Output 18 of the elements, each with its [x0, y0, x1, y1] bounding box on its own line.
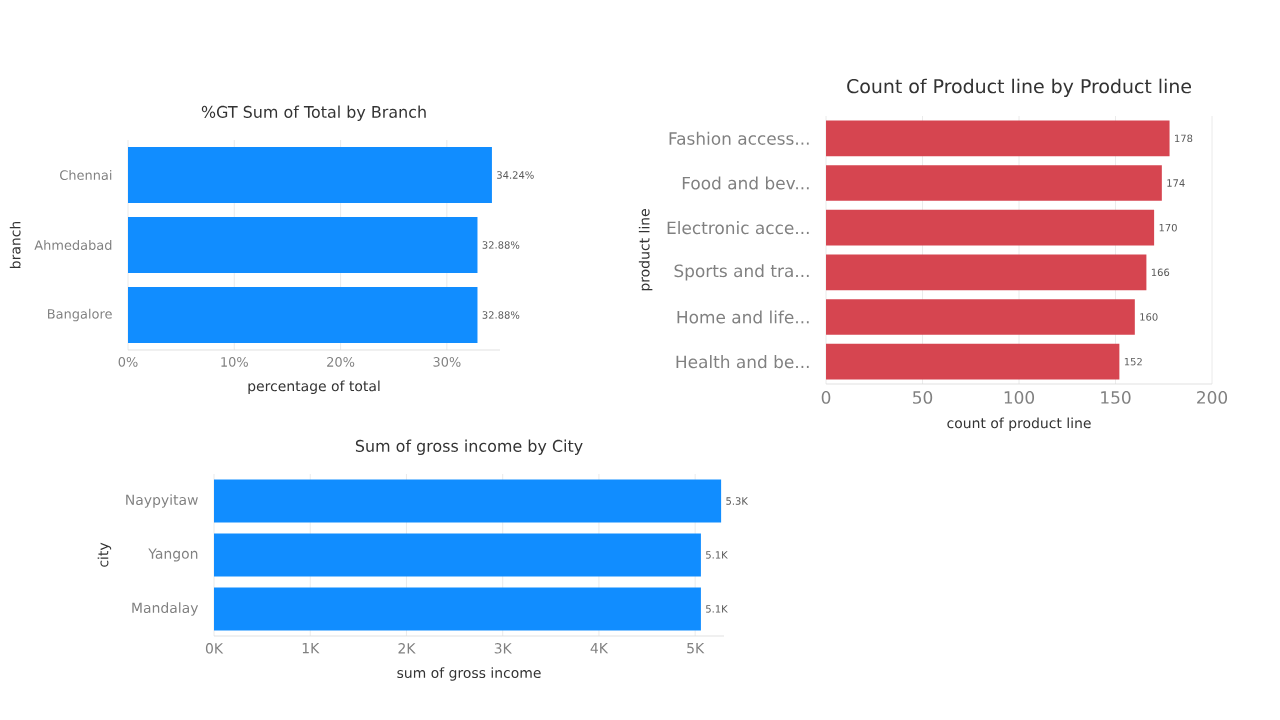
x-tick-label: 200 [1197, 391, 1228, 404]
y-tick-label: Electronic acce... [667, 221, 809, 235]
bar [826, 299, 1135, 335]
bar [826, 254, 1147, 291]
x-tick-label: 50 [913, 391, 933, 404]
bar [826, 120, 1170, 157]
y-tick-label: Sports and tra... [674, 264, 809, 281]
x-tick-label: 0 [821, 391, 831, 404]
bar [826, 343, 1120, 380]
x-tick-label: 150 [1101, 391, 1131, 404]
y-tick-label: Home and life... [677, 310, 809, 324]
x-tick-label: 100 [1004, 391, 1035, 404]
y-tick-label: Food and bev... [682, 176, 809, 190]
chart-title: Count of Product line by Product line [847, 78, 1191, 97]
bar [826, 165, 1162, 201]
bar [826, 209, 1155, 246]
y-tick-label: Fashion access... [669, 131, 809, 145]
y-tick-label: Health and be... [676, 355, 809, 369]
